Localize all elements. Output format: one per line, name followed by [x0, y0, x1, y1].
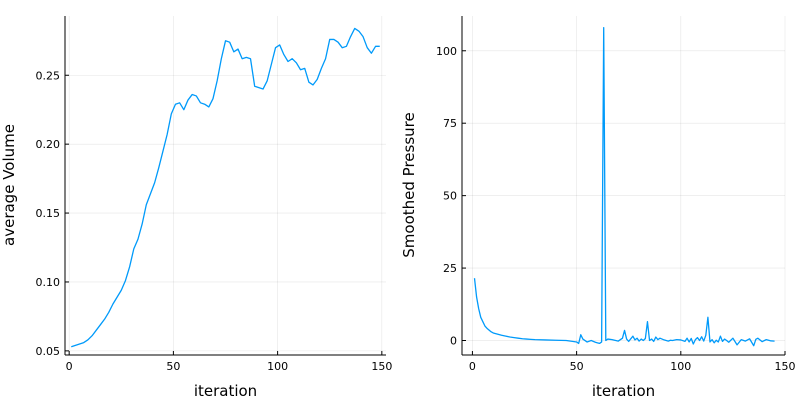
x-tick-label: 150 — [775, 360, 796, 373]
y-tick-label: 100 — [436, 45, 457, 58]
y-tick-label: 0 — [450, 335, 457, 348]
gridlines — [462, 16, 786, 355]
y-tick-label: 25 — [443, 262, 457, 275]
volume-chart-panel: 0 50 100 150 0.05 0.10 0.15 0.20 0.25 iteration av… — [0, 16, 392, 400]
pressure-chart-panel: 0 50 100 150 0 25 50 75 100 iteration Smoothed Pre… — [400, 16, 796, 400]
x-tick-label: 0 — [469, 360, 476, 373]
y-tick-label: 75 — [443, 117, 457, 130]
x-tick-label: 0 — [66, 360, 73, 373]
y-tick-label: 0.25 — [36, 69, 61, 82]
gridlines — [65, 16, 386, 355]
x-tick-label: 150 — [371, 360, 392, 373]
x-axis-title: iteration — [592, 382, 655, 400]
series-line — [473, 26, 775, 347]
x-tick-label: 50 — [166, 360, 180, 373]
y-tick-label: 0.05 — [36, 345, 61, 358]
x-tick-label: 100 — [267, 360, 288, 373]
y-tick-label: 0.20 — [36, 138, 61, 151]
x-tick-label: 100 — [670, 360, 691, 373]
series-line — [71, 27, 380, 348]
y-axis-title: average Volume — [0, 124, 18, 246]
x-axis-title: iteration — [194, 382, 257, 400]
y-tick-label: 0.15 — [36, 207, 61, 220]
y-tick-label: 50 — [443, 190, 457, 203]
y-axis-title: Smoothed Pressure — [400, 112, 418, 257]
x-tick-label: 50 — [570, 360, 584, 373]
y-tick-label: 0.10 — [36, 276, 61, 289]
